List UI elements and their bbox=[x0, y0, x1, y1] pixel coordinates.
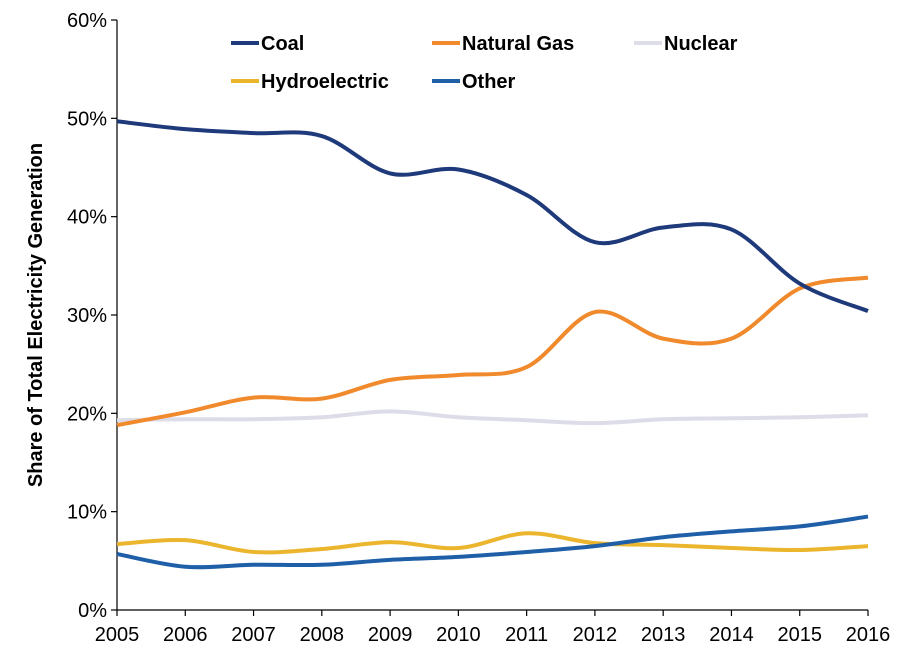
legend-item-coal: Coal bbox=[231, 33, 304, 55]
x-axis-tick-labels: 2005 2006 2007 2008 2009 2010 2011 2012 2013 2014… bbox=[95, 624, 891, 646]
x-tick-label: 2005 bbox=[95, 624, 140, 646]
x-tick-label: 2008 bbox=[300, 624, 345, 646]
legend-label: Natural Gas bbox=[462, 33, 574, 55]
x-tick-label: 2011 bbox=[505, 624, 548, 646]
y-tick-label: 40% bbox=[67, 207, 107, 229]
y-tick-label: 10% bbox=[67, 502, 107, 524]
x-tick-label: 2015 bbox=[777, 624, 822, 646]
legend-label: Nuclear bbox=[664, 33, 738, 55]
legend-label: Hydroelectric bbox=[261, 71, 389, 93]
x-tick-label: 2007 bbox=[231, 624, 276, 646]
series-line-natural-gas bbox=[116, 275, 869, 428]
legend-item-hydroelectric: Hydroelectric bbox=[231, 71, 389, 93]
x-tick-label: 2009 bbox=[368, 624, 413, 646]
legend-item-nuclear: Nuclear bbox=[634, 33, 738, 55]
chart-axes bbox=[111, 19, 869, 616]
y-axis-title: Share of Total Electricity Generation bbox=[25, 143, 47, 487]
legend-item-other: Other bbox=[432, 71, 516, 93]
x-tick-label: 2006 bbox=[163, 624, 208, 646]
series-line-hydroelectric bbox=[116, 531, 869, 555]
y-tick-label: 60% bbox=[67, 10, 107, 32]
chart-legend: Coal Natural Gas Nuclear Hydroelectric Other bbox=[231, 33, 738, 93]
legend-label: Other bbox=[462, 71, 516, 93]
x-tick-label: 2016 bbox=[846, 624, 891, 646]
legend-item-natural-gas: Natural Gas bbox=[432, 33, 574, 55]
x-tick-label: 2012 bbox=[573, 624, 618, 646]
series-line-other bbox=[116, 514, 869, 570]
y-tick-label: 30% bbox=[67, 305, 107, 327]
y-axis-tick-labels: 0% 10% 20% 30% 40% 50% 60% bbox=[67, 10, 107, 622]
y-tick-label: 20% bbox=[67, 403, 107, 425]
x-tick-label: 2010 bbox=[436, 624, 481, 646]
series-line-coal bbox=[116, 119, 869, 313]
x-tick-label: 2014 bbox=[709, 624, 754, 646]
series-line-nuclear bbox=[116, 409, 869, 426]
series-lines bbox=[116, 119, 869, 570]
legend-label: Coal bbox=[261, 33, 304, 55]
y-tick-label: 0% bbox=[78, 600, 107, 622]
y-tick-label: 50% bbox=[67, 108, 107, 130]
x-tick-label: 2013 bbox=[641, 624, 686, 646]
